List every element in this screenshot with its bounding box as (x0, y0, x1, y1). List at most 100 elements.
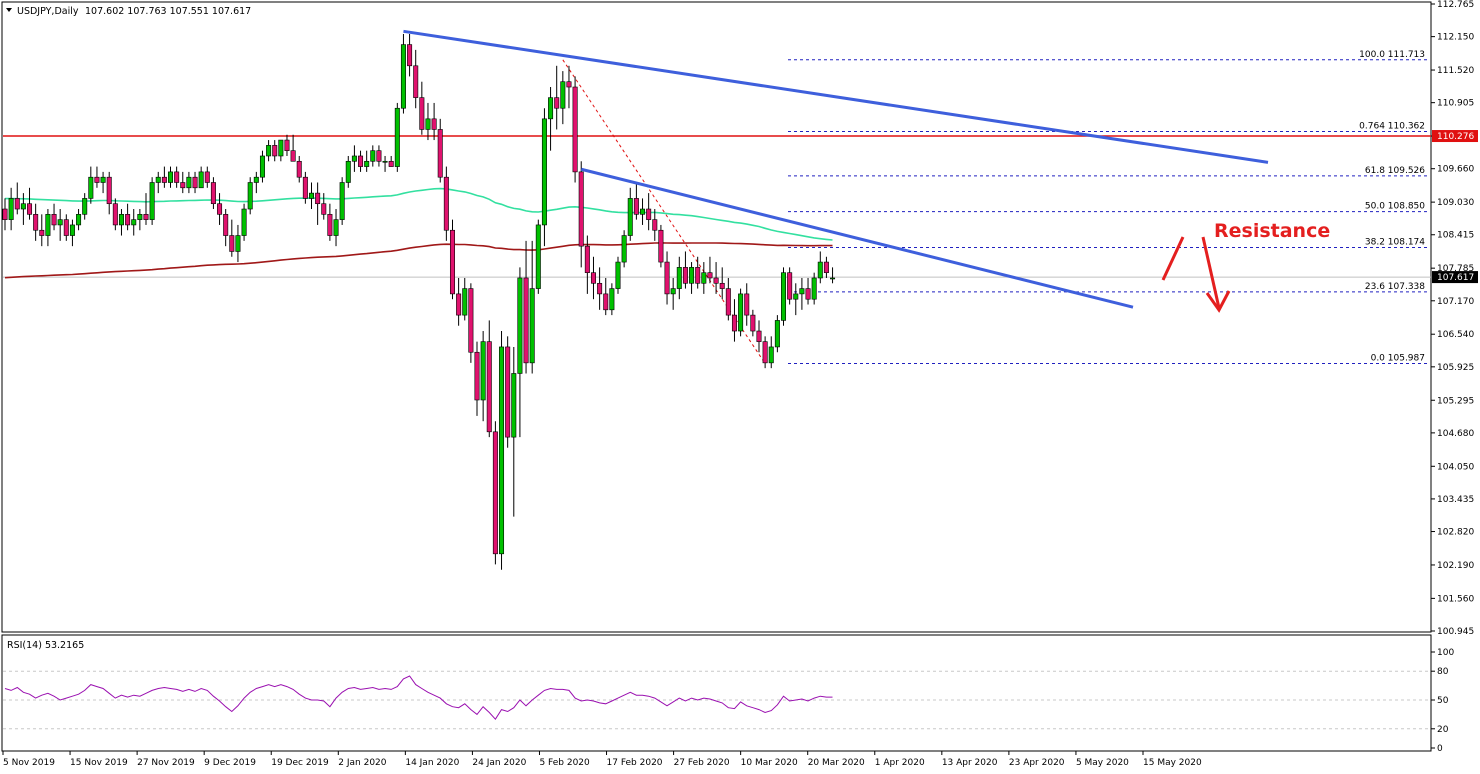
bull-candle (738, 293, 744, 332)
date-tick-label: 5 Nov 2019 (3, 758, 55, 768)
price-tick-label: 102.190 (1437, 561, 1474, 571)
upper-trendline (403, 29, 1269, 164)
bull-candle (88, 176, 94, 199)
bear-candle (456, 293, 462, 316)
date-tick-label: 5 Feb 2020 (539, 758, 590, 768)
date-tick-label: 1 Apr 2020 (875, 758, 925, 768)
bear-candle (284, 139, 290, 151)
bear-candle (94, 176, 100, 183)
chart-ohlc: 107.602 107.763 107.551 107.617 (85, 6, 251, 17)
price-tick-label: 112.765 (1437, 0, 1474, 10)
bull-candle (339, 182, 345, 220)
candles (2, 33, 836, 570)
bear-candle (443, 176, 449, 231)
bear-candle (578, 171, 584, 247)
bull-candle (541, 118, 547, 226)
bull-candle (768, 346, 774, 364)
bear-candle (750, 314, 756, 332)
bull-candle (560, 81, 566, 109)
bull-candle (548, 97, 554, 120)
bear-candle (419, 97, 425, 130)
bear-candle (823, 261, 829, 273)
bear-candle (229, 235, 235, 252)
current-price-tag: 107.617 (1432, 271, 1478, 284)
date-tick-label: 17 Feb 2020 (607, 758, 663, 768)
bull-candle (45, 214, 51, 236)
resistance-price-tag: 110.276 (1432, 130, 1478, 143)
bear-candle (468, 288, 474, 353)
bull-candle (118, 214, 124, 226)
bear-candle (554, 97, 560, 109)
bear-candle (33, 214, 39, 231)
bull-candle (609, 288, 615, 311)
date-tick-label: 15 May 2020 (1143, 758, 1202, 768)
bull-candle (774, 320, 780, 348)
date-tick-label: 5 May 2020 (1076, 758, 1129, 768)
bear-candle (695, 267, 701, 284)
price-tick-label: 109.030 (1437, 198, 1474, 208)
bull-candle (511, 373, 517, 438)
bear-candle (523, 277, 529, 364)
fib-level-label: 61.8 109.526 (1365, 166, 1425, 176)
rsi-label: RSI(14) 53.2165 (7, 640, 84, 651)
date-axis: 5 Nov 2019 15 Nov 2019 27 Nov 2019 9 Dec 20… (2, 751, 1202, 768)
bear-candle (658, 229, 664, 263)
bear-candle (39, 229, 45, 236)
svg-text:110.276: 110.276 (1437, 132, 1474, 142)
collapse-triangle-icon[interactable] (6, 8, 12, 12)
date-tick-label: 2 Jan 2020 (338, 758, 386, 768)
rsi-tick-label: 80 (1437, 667, 1449, 677)
bull-candle (198, 171, 204, 189)
bull-candle (640, 208, 646, 215)
bull-candle (149, 182, 155, 220)
bear-candle (321, 203, 327, 215)
price-tick-label: 109.660 (1437, 165, 1474, 175)
bull-candle (20, 203, 26, 210)
bear-candle (407, 44, 413, 67)
bull-candle (100, 176, 106, 183)
bull-candle (168, 171, 174, 183)
bull-candle (131, 219, 137, 226)
bull-candle (345, 160, 351, 183)
rsi-panel-frame (1, 634, 1432, 752)
lower-trendline (580, 167, 1134, 309)
bull-candle (425, 118, 431, 130)
rsi-axis: 100 80 50 20 0 (1431, 648, 1454, 754)
bull-candle (247, 182, 253, 210)
bull-candle (621, 235, 627, 263)
bear-candle (437, 129, 443, 178)
bull-candle (333, 219, 339, 236)
rsi-tick-label: 20 (1437, 725, 1449, 735)
bull-candle (676, 267, 682, 289)
price-tick-label: 101.560 (1437, 594, 1474, 604)
date-tick-label: 27 Feb 2020 (674, 758, 730, 768)
bear-candle (112, 203, 118, 226)
bear-candle (719, 282, 725, 289)
fib-level-label: 100.0 111.713 (1359, 50, 1425, 60)
bull-candle (259, 155, 265, 178)
bear-candle (296, 160, 302, 178)
bull-candle (370, 150, 376, 162)
bull-candle (400, 44, 406, 109)
bull-candle (57, 219, 63, 226)
bear-candle (449, 229, 455, 295)
main-panel-frame (1, 1, 1432, 633)
date-tick-label: 14 Jan 2020 (405, 758, 459, 768)
bear-candle (125, 214, 131, 226)
bull-candle (308, 192, 314, 199)
bear-candle (492, 431, 498, 555)
bear-candle (652, 219, 658, 231)
chart-symbol: USDJPY,Daily (17, 6, 79, 17)
price-tick-label: 108.415 (1437, 231, 1474, 241)
fibonacci-levels: 100.0 111.713 0.764 110.362 61.8 109.526 50… (788, 50, 1428, 365)
bear-candle (223, 214, 229, 236)
bear-candle (505, 346, 511, 438)
bull-candle (278, 139, 284, 157)
bear-candle (376, 150, 382, 162)
rsi-levels (3, 670, 1431, 730)
bear-candle (597, 282, 603, 295)
date-tick-label: 9 Dec 2019 (204, 758, 256, 768)
bear-candle (744, 293, 750, 316)
moving-average-fast (5, 187, 833, 241)
